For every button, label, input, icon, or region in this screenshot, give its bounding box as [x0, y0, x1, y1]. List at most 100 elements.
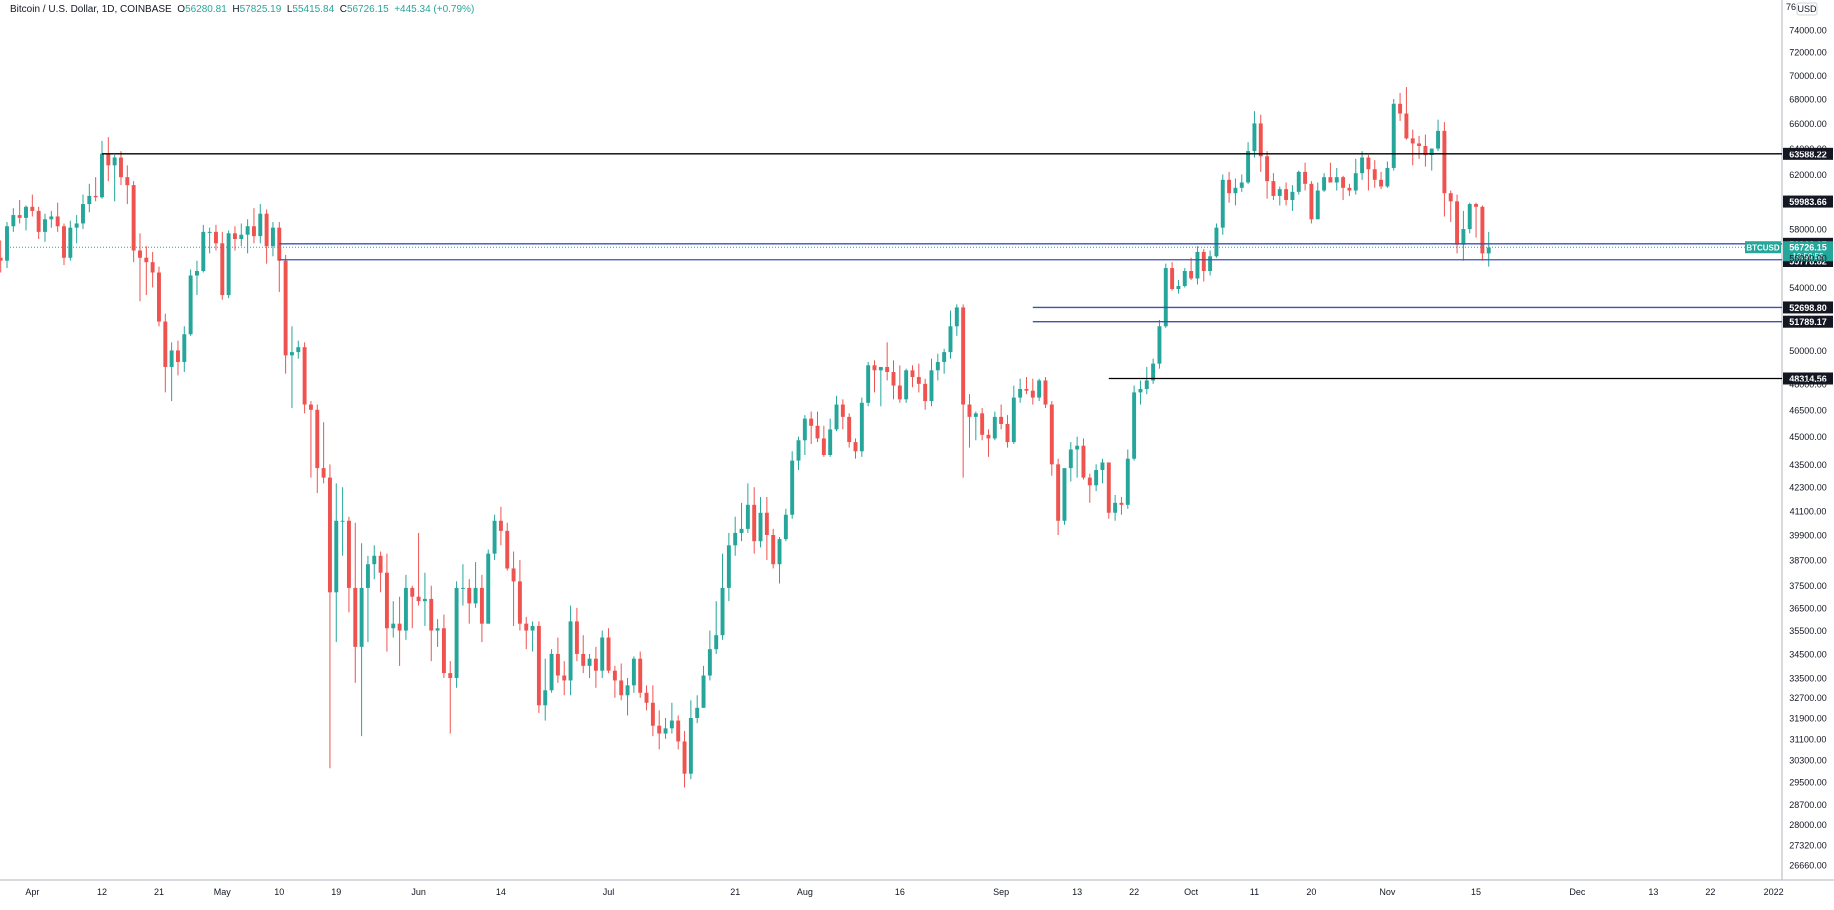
candle: [1068, 442, 1073, 482]
candle: [758, 496, 763, 548]
candle: [150, 251, 155, 288]
candle-body: [878, 366, 883, 371]
candle: [701, 665, 706, 708]
candle: [593, 646, 598, 688]
candle-body: [524, 623, 529, 631]
level-price-badge: [1783, 147, 1833, 160]
candle-body: [220, 243, 225, 296]
candle-body: [1157, 326, 1162, 364]
candle: [1252, 111, 1257, 158]
candle: [625, 677, 630, 716]
price-tick-label: 43500.00: [1789, 460, 1827, 470]
candle-body: [93, 195, 98, 198]
candle: [226, 230, 231, 299]
candle-body: [302, 347, 307, 405]
candle-body: [1448, 193, 1453, 202]
candle-body: [1467, 204, 1472, 230]
candle-body: [783, 514, 788, 540]
price-tick-label: 66000.00: [1789, 119, 1827, 129]
candle-body: [397, 623, 402, 631]
candle-body: [1018, 388, 1023, 398]
candle-body: [631, 658, 636, 686]
candle-body: [720, 587, 725, 636]
candle-body: [435, 628, 440, 631]
candle: [929, 358, 934, 407]
candle: [644, 685, 649, 711]
level-price-badge: [1783, 315, 1833, 328]
candle: [1474, 202, 1479, 238]
candle-body: [384, 572, 389, 629]
candle-body: [365, 564, 370, 588]
candle: [809, 411, 814, 444]
price-axis[interactable]: 63588.2256962.0755866.3852698.8051789.17…: [1783, 2, 1833, 870]
candle: [359, 543, 364, 737]
time-axis[interactable]: Apr 12 21 May 10 19 Jun 14 Jul 21 Aug 16 Sep 13 22 Oct 1…: [25, 887, 1783, 897]
candle: [1309, 181, 1314, 224]
candle: [112, 154, 117, 202]
candle-body: [1176, 285, 1181, 290]
candle-body: [1284, 189, 1289, 200]
candle: [1157, 319, 1162, 369]
candle-body: [593, 658, 598, 671]
price-tick-label: 37500.00: [1789, 581, 1827, 591]
candle-body: [334, 520, 339, 593]
candle-body: [802, 418, 807, 441]
candle: [663, 718, 668, 739]
candle-body: [1049, 404, 1054, 465]
candle-body: [315, 409, 320, 469]
price-tick-label: 45000.00: [1789, 432, 1827, 442]
candle-body: [283, 260, 288, 356]
time-tick-label: 20: [1306, 887, 1316, 897]
candle-body: [619, 680, 624, 696]
candle: [1037, 378, 1042, 402]
candle: [555, 637, 560, 683]
candle-body: [1347, 187, 1352, 191]
current-price-label: 56726.15: [1789, 243, 1827, 253]
price-tick-label-top: 76: [1786, 2, 1796, 12]
candle-body: [1011, 397, 1016, 443]
candle-body: [866, 365, 871, 403]
price-tick-label: 54000.00: [1789, 283, 1827, 293]
time-tick-label: Aug: [797, 887, 813, 897]
price-tick-label: 64000.00: [1789, 144, 1827, 154]
close-label: C: [339, 4, 347, 15]
candle: [606, 628, 611, 674]
candle: [1429, 148, 1434, 171]
candle: [904, 368, 909, 403]
candle: [448, 661, 453, 734]
plot-area[interactable]: [0, 0, 1834, 881]
candle: [201, 224, 206, 273]
candle: [1410, 129, 1415, 166]
candle: [1258, 114, 1263, 172]
price-tick-label: 68000.00: [1789, 94, 1827, 104]
candle-body: [112, 157, 117, 166]
candle-body: [441, 628, 446, 674]
candle-body: [650, 702, 655, 726]
candle: [1087, 473, 1092, 503]
candle: [587, 653, 592, 678]
price-tick-label: 58000.00: [1789, 225, 1827, 235]
time-tick-label: 2022: [1764, 887, 1784, 897]
candle: [1461, 210, 1466, 261]
candle: [68, 220, 73, 261]
candle-body: [1379, 179, 1384, 187]
candle: [365, 555, 370, 643]
candle: [327, 464, 332, 769]
low-value: 55415.84: [292, 4, 335, 15]
candle-body: [245, 226, 250, 235]
candle-body: [467, 587, 472, 604]
candle: [17, 199, 22, 224]
candle: [517, 559, 522, 631]
candle: [612, 665, 617, 698]
candle-body: [676, 720, 681, 742]
candle: [549, 649, 554, 693]
change-value: +445.34 (+0.79%): [394, 4, 475, 15]
candle: [714, 601, 719, 654]
candle-body: [1119, 502, 1124, 505]
candle: [11, 208, 16, 232]
candle: [125, 165, 130, 205]
candle: [1455, 194, 1460, 254]
candle-body: [574, 621, 579, 654]
candle: [1322, 173, 1327, 192]
